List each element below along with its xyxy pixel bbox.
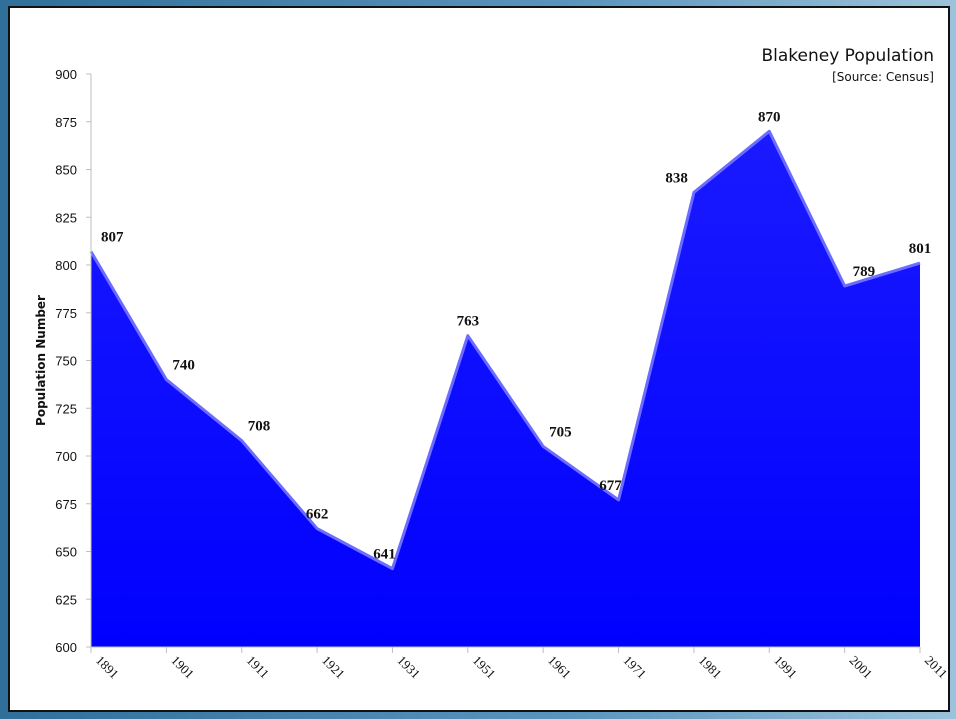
data-label: 641 [373,547,396,563]
y-tick-label: 850 [55,163,77,178]
y-tick-label: 750 [55,354,77,369]
y-tick-label: 800 [55,258,77,273]
area-top-edge [89,129,921,571]
y-tick-label: 875 [55,115,77,130]
y-tick-label: 675 [55,497,77,512]
data-label: 677 [599,478,622,494]
data-label: 740 [172,358,195,374]
chart-title: Blakeney Population [761,46,934,66]
data-label: 662 [306,507,329,523]
y-axis-title: Population Number [34,295,48,426]
x-tick-label: 1951 [470,653,499,682]
x-tick-label: 1891 [93,653,122,682]
data-label: 789 [853,264,876,280]
x-tick-label: 1961 [545,653,574,682]
y-tick-label: 625 [55,592,77,607]
chart-subtitle: [Source: Census] [832,70,934,84]
y-tick-label: 650 [55,545,77,560]
x-tick-label: 1901 [168,653,197,682]
data-label: 807 [101,230,124,246]
x-tick-label: 2001 [847,653,876,682]
y-tick-label: 775 [55,306,77,321]
y-tick-label: 725 [55,401,77,416]
x-tick-label: 1911 [244,653,273,682]
y-tick-label: 825 [55,210,77,225]
x-tick-label: 1991 [771,653,800,682]
data-label: 763 [457,314,480,330]
y-tick-label: 600 [55,640,77,655]
x-tick-label: 1921 [319,653,348,682]
x-tick-label: 1971 [620,653,649,682]
data-label: 705 [549,424,572,440]
y-tick-label: 900 [55,67,77,82]
data-label: 838 [665,170,688,186]
y-tick-label: 700 [55,449,77,464]
data-label: 708 [248,419,271,435]
data-label: 870 [758,109,781,125]
data-label: 801 [909,241,932,257]
x-tick-label: 2011 [922,653,951,682]
x-tick-label: 1981 [696,653,725,682]
x-tick-label: 1931 [394,653,423,682]
area-series [91,131,920,648]
